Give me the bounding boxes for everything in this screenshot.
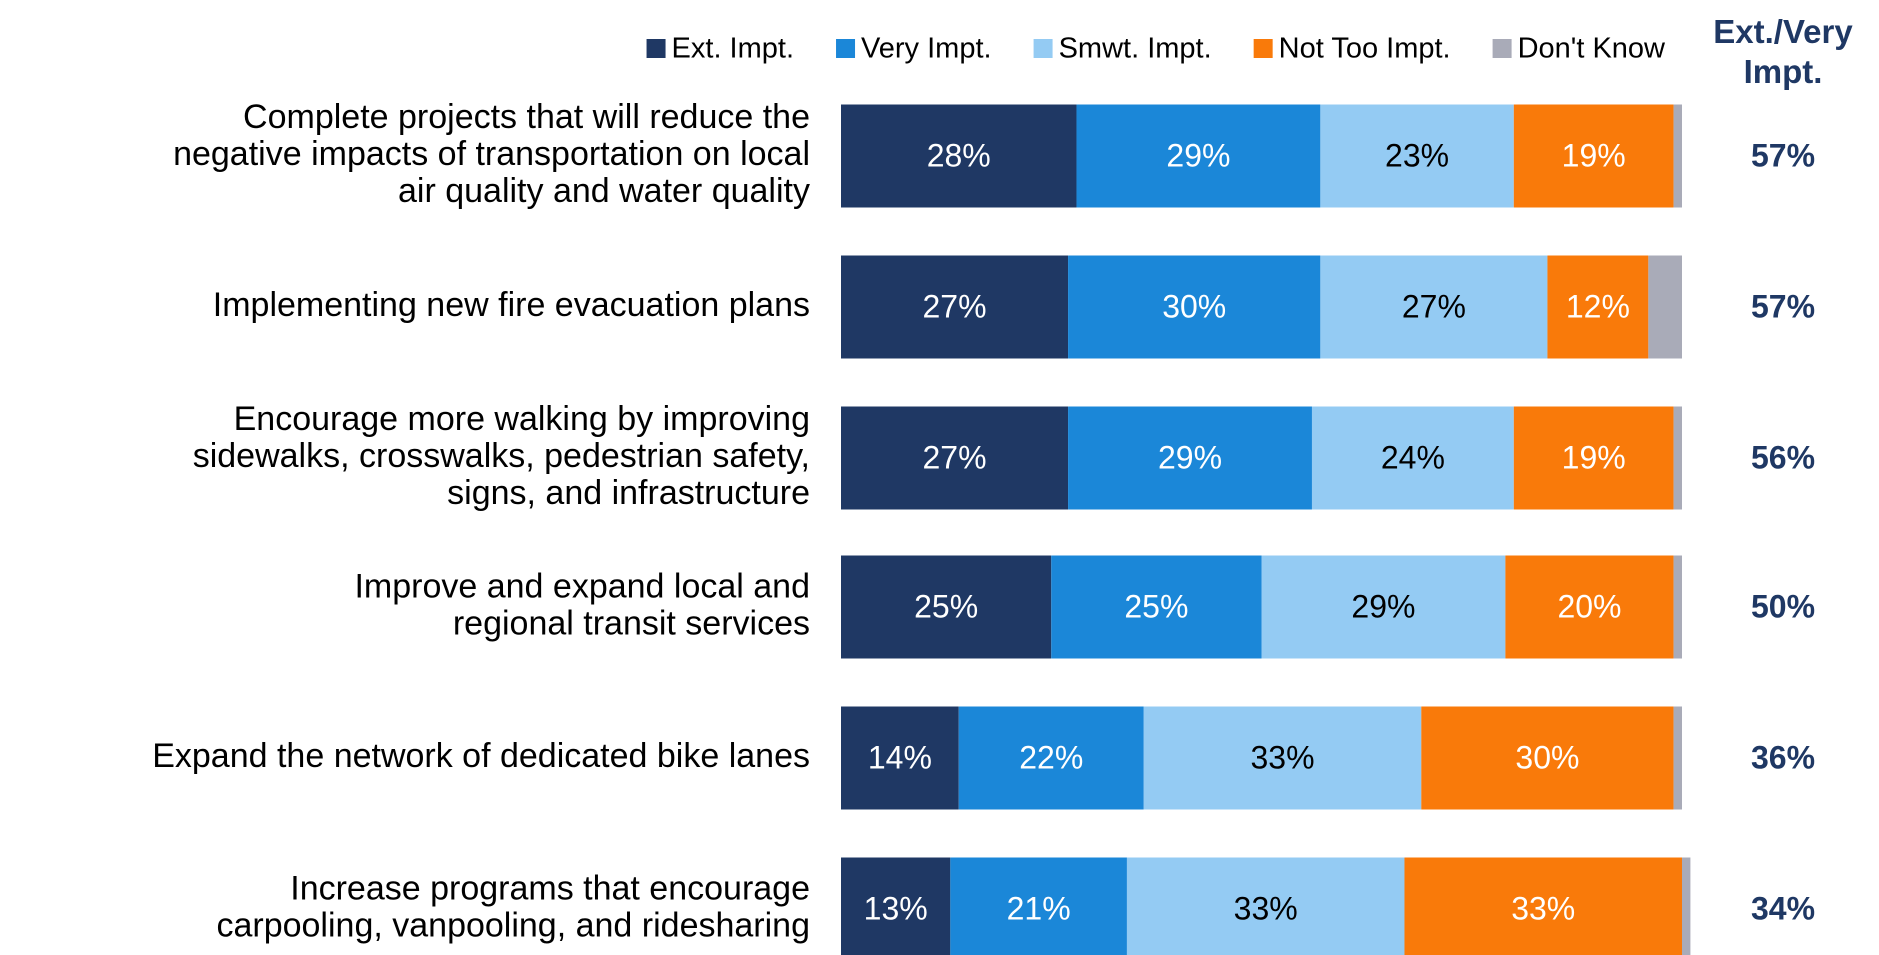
net-value: 36% (1751, 739, 1815, 775)
legend-label: Not Too Impt. (1279, 33, 1451, 65)
bar-segment (1311, 406, 1514, 510)
bar-segment (1126, 857, 1405, 955)
value-label: 33% (1251, 739, 1315, 775)
net-value: 57% (1751, 288, 1815, 324)
bar-segment (841, 857, 951, 955)
legend-label: Don't Know (1518, 33, 1666, 65)
category-label: Improve and expand local and regional tra… (354, 567, 810, 642)
category-label: Increase programs that encourage carpooli… (216, 869, 810, 944)
legend-swatch (1253, 39, 1273, 58)
bar-segment (1505, 555, 1674, 659)
value-label: 20% (1557, 588, 1621, 624)
bar-segment (958, 706, 1144, 810)
value-label: 27% (923, 288, 987, 324)
value-label: 23% (1385, 137, 1449, 173)
value-label: 30% (1515, 739, 1579, 775)
value-label: 29% (1351, 588, 1415, 624)
value-label: 27% (1402, 288, 1466, 324)
bar-segment (841, 255, 1069, 359)
bar-segment (1068, 406, 1312, 510)
bar-segment (1673, 104, 1682, 208)
bar-segment (1673, 555, 1682, 659)
bar-segment (1320, 104, 1514, 208)
category-label: Encourage more walking by improving sidew… (193, 400, 810, 512)
bar-segment (950, 857, 1127, 955)
value-label: 24% (1381, 439, 1445, 475)
bar-segment (841, 555, 1052, 659)
bar-segment (1320, 255, 1548, 359)
value-label: 14% (868, 739, 932, 775)
value-label: 19% (1562, 137, 1626, 173)
bar-segment (1513, 104, 1674, 208)
bar-segment (1076, 104, 1321, 208)
bar-segment (1404, 857, 1682, 955)
bar-segment (1513, 406, 1674, 510)
value-label: 29% (1158, 439, 1222, 475)
net-header: Ext./Very Impt. (1713, 13, 1853, 90)
net-value: 57% (1751, 137, 1815, 173)
value-label: 21% (1007, 890, 1071, 926)
bar-segment (1421, 706, 1674, 810)
bar-segment (1648, 255, 1682, 359)
bar-segment (1682, 857, 1691, 955)
value-label: 25% (1124, 588, 1188, 624)
legend-swatch (1033, 39, 1053, 58)
bar-segment (1068, 255, 1321, 359)
value-label: 12% (1566, 288, 1630, 324)
category-label: Expand the network of dedicated bike lan… (152, 737, 810, 775)
legend-swatch (1492, 39, 1512, 58)
legend: Ext. Impt. Very Impt. Smwt. Impt. Not Too I… (646, 33, 1666, 65)
value-label: 27% (923, 439, 987, 475)
bar-segment (1673, 706, 1682, 810)
bar-segment (1673, 406, 1682, 510)
net-value: 56% (1751, 439, 1815, 475)
legend-label: Smwt. Impt. (1059, 33, 1212, 65)
value-label: 30% (1162, 288, 1226, 324)
value-label: 29% (1166, 137, 1230, 173)
legend-swatch (646, 39, 666, 58)
legend-label: Very Impt. (861, 33, 992, 65)
net-value: 50% (1751, 588, 1815, 624)
value-label: 33% (1511, 890, 1575, 926)
legend-label: Ext. Impt. (672, 33, 794, 65)
bar-segment (1261, 555, 1506, 659)
value-label: 33% (1234, 890, 1298, 926)
bar-segment (1051, 555, 1262, 659)
bar-segment (841, 706, 959, 810)
bar-segment (1547, 255, 1649, 359)
bar-segment (841, 406, 1069, 510)
value-label: 25% (914, 588, 978, 624)
value-label: 28% (927, 137, 991, 173)
bar-segment (841, 104, 1077, 208)
value-label: 22% (1019, 739, 1083, 775)
value-label: 19% (1562, 439, 1626, 475)
bar-segment (1143, 706, 1422, 810)
category-label: Implementing new fire evacuation plans (213, 286, 810, 324)
category-label: Complete projects that will reduce the ne… (173, 98, 810, 210)
legend-swatch (836, 39, 856, 58)
value-label: 13% (864, 890, 928, 926)
net-value: 34% (1751, 890, 1815, 926)
